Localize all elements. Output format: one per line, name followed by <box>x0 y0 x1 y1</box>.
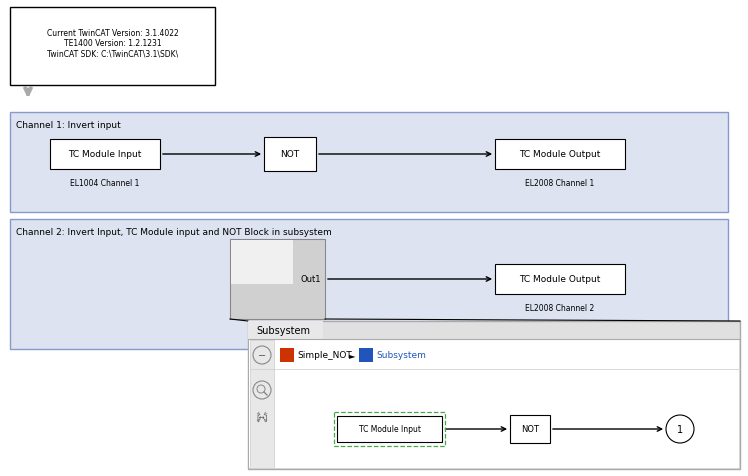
Circle shape <box>666 415 694 443</box>
Text: −: − <box>258 350 266 360</box>
Bar <box>10 219 728 349</box>
Text: TC Module Input: TC Module Input <box>68 150 141 159</box>
Bar <box>334 412 446 446</box>
Bar <box>495 265 625 294</box>
Text: NOT: NOT <box>521 425 539 434</box>
Text: Current TwinCAT Version: 3.1.4022
TE1400 Version: 1.2.1231
TwinCAT SDK: C:\TwinC: Current TwinCAT Version: 3.1.4022 TE1400… <box>46 29 178 59</box>
Text: EL2008 Channel 2: EL2008 Channel 2 <box>525 303 595 312</box>
Text: Channel 1: Invert input: Channel 1: Invert input <box>16 121 120 130</box>
Bar <box>359 348 373 362</box>
Bar <box>248 321 740 469</box>
Bar <box>280 348 294 362</box>
Text: EL1004 Channel 1: EL1004 Channel 1 <box>70 178 140 188</box>
Text: Subsystem: Subsystem <box>256 325 310 335</box>
Text: EL2008 Channel 1: EL2008 Channel 1 <box>525 178 595 188</box>
Bar <box>250 340 274 468</box>
Text: TC Module Output: TC Module Output <box>519 150 601 159</box>
Text: Subsystem: Subsystem <box>376 351 426 360</box>
Bar <box>510 415 550 443</box>
Text: NOT: NOT <box>280 150 299 159</box>
Text: TC Module Output: TC Module Output <box>519 275 601 284</box>
Bar <box>50 140 160 169</box>
Text: Out1: Out1 <box>301 275 321 284</box>
Bar <box>249 340 739 468</box>
Bar <box>230 239 325 319</box>
Text: Channel 2: Invert Input, TC Module input and NOT Block in subsystem: Channel 2: Invert Input, TC Module input… <box>16 228 332 237</box>
Text: Simple_NOT: Simple_NOT <box>297 351 352 360</box>
Text: [↔]: [↔] <box>257 414 268 420</box>
Bar <box>10 113 728 213</box>
Text: ►: ► <box>349 351 355 360</box>
Bar <box>337 416 443 442</box>
Bar <box>495 140 625 169</box>
Bar <box>264 138 316 172</box>
Bar <box>248 321 323 339</box>
Text: 1: 1 <box>677 424 683 434</box>
Bar <box>10 8 215 86</box>
Text: TC Module Input: TC Module Input <box>359 425 421 434</box>
Bar <box>231 240 292 284</box>
